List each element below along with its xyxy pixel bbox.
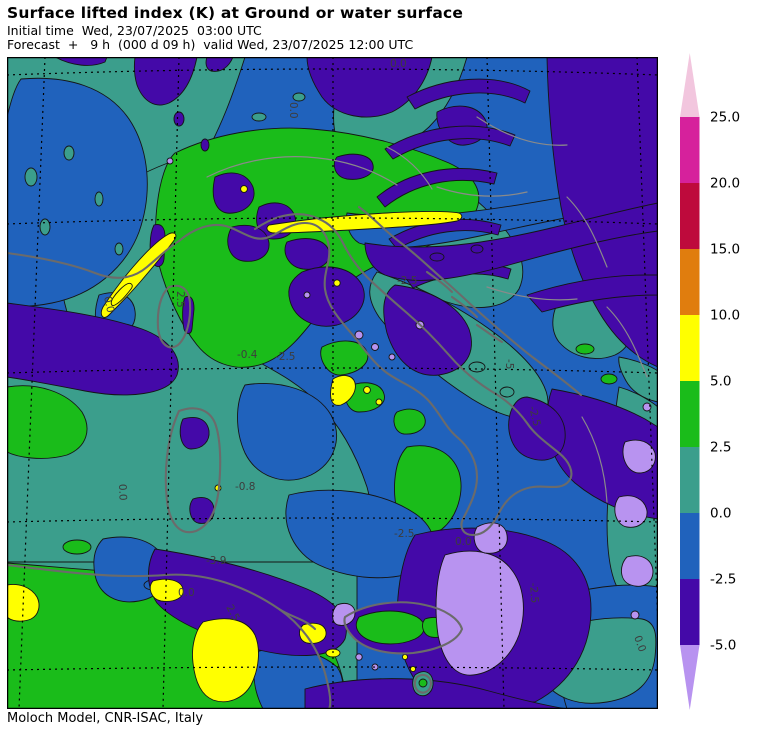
contour-label: -2.5 [275, 351, 296, 363]
colorbar-tick-label: 0.0 [710, 506, 731, 522]
colorbar-arrow-above-max [680, 53, 700, 117]
colorbar-tick-label: 10.0 [710, 308, 740, 324]
colorbar-segment [680, 381, 700, 447]
colorbar-segment [680, 183, 700, 249]
colorbar-segment [680, 513, 700, 579]
contour-labels: 0.0 0.0 -2.5 2.5 0.0 -0.4 -2.5 -5 -2.5 -0.8 0.0 -2.… [101, 58, 648, 654]
contour-label: -2.5 [527, 582, 540, 603]
colorbar-arrow-below-min [680, 645, 700, 710]
colorbar-segment [680, 315, 700, 381]
contour-label: 0.0 [287, 102, 299, 119]
contour-label: 2.5 [174, 291, 186, 308]
colorbar-segment [680, 579, 700, 645]
contour-label: -2.5 [526, 405, 543, 428]
colorbar-tick-label: -2.5 [710, 572, 736, 588]
colorbar-tick-label: 20.0 [710, 176, 740, 192]
colorbar: 25.0 20.0 15.0 10.0 5.0 2.5 0.0 -2.5 -5.0 [678, 0, 760, 731]
colorbar-tick-label: 2.5 [710, 440, 731, 456]
contour-label: 0.0 [178, 587, 195, 599]
colorbar-tick-label: 25.0 [710, 110, 740, 126]
contour-label: -2.5 [394, 528, 415, 540]
contour-label: -0.4 [237, 349, 258, 361]
page-title: Surface lifted index (K) at Ground or wa… [7, 4, 464, 22]
initial-time-line: Initial time Wed, 23/07/2025 03:00 UTC [7, 23, 262, 38]
contour-label: 0.0 [455, 536, 472, 548]
contour-label: 0.0 [101, 295, 116, 314]
contour-label: -5 [503, 359, 515, 369]
credit-text: Moloch Model, CNR-ISAC, Italy [7, 711, 204, 726]
contour-label: -3.9 [206, 555, 227, 567]
contour-label: -2.5 [397, 275, 418, 287]
colorbar-segment [680, 249, 700, 315]
contour-label: -0.8 [235, 481, 256, 493]
colorbar-tick-label: 5.0 [710, 374, 731, 390]
forecast-line: Forecast + 9 h (000 d 09 h) valid Wed, 2… [7, 37, 414, 52]
contour-label: 0.0 [116, 484, 129, 501]
colorbar-tick-label: 15.0 [710, 242, 740, 258]
colorbar-segment [680, 447, 700, 513]
colorbar-segment [680, 117, 700, 183]
colorbar-tick-label: -5.0 [710, 638, 736, 654]
map-canvas: 0.0 0.0 -2.5 2.5 0.0 -0.4 -2.5 -5 -2.5 -0.8 0.0 -2.… [5, 56, 662, 711]
contour-label: 0.0 [631, 634, 648, 654]
contour-label: 0.0 [390, 58, 407, 70]
